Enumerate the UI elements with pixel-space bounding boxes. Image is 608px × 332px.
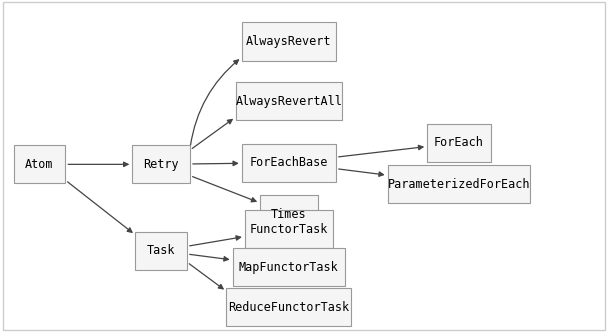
Text: Atom: Atom	[26, 158, 54, 171]
Text: MapFunctorTask: MapFunctorTask	[239, 261, 339, 274]
FancyBboxPatch shape	[226, 288, 351, 326]
FancyBboxPatch shape	[244, 210, 333, 248]
Text: Task: Task	[147, 244, 175, 257]
Text: Retry: Retry	[143, 158, 179, 171]
FancyBboxPatch shape	[388, 165, 530, 203]
Text: AlwaysRevert: AlwaysRevert	[246, 35, 331, 48]
FancyBboxPatch shape	[241, 143, 336, 182]
Text: FunctorTask: FunctorTask	[250, 222, 328, 236]
Text: Times: Times	[271, 208, 306, 221]
FancyBboxPatch shape	[232, 248, 345, 286]
FancyBboxPatch shape	[427, 124, 491, 162]
FancyBboxPatch shape	[13, 145, 66, 183]
Text: ForEachBase: ForEachBase	[250, 156, 328, 169]
FancyBboxPatch shape	[133, 145, 190, 183]
Text: ReduceFunctorTask: ReduceFunctorTask	[228, 300, 350, 314]
FancyBboxPatch shape	[260, 195, 317, 233]
Text: ForEach: ForEach	[434, 136, 484, 149]
FancyBboxPatch shape	[135, 232, 187, 270]
Text: ParameterizedForEach: ParameterizedForEach	[388, 178, 530, 191]
FancyBboxPatch shape	[235, 82, 342, 121]
Text: AlwaysRevertAll: AlwaysRevertAll	[235, 95, 342, 108]
FancyBboxPatch shape	[241, 23, 336, 60]
